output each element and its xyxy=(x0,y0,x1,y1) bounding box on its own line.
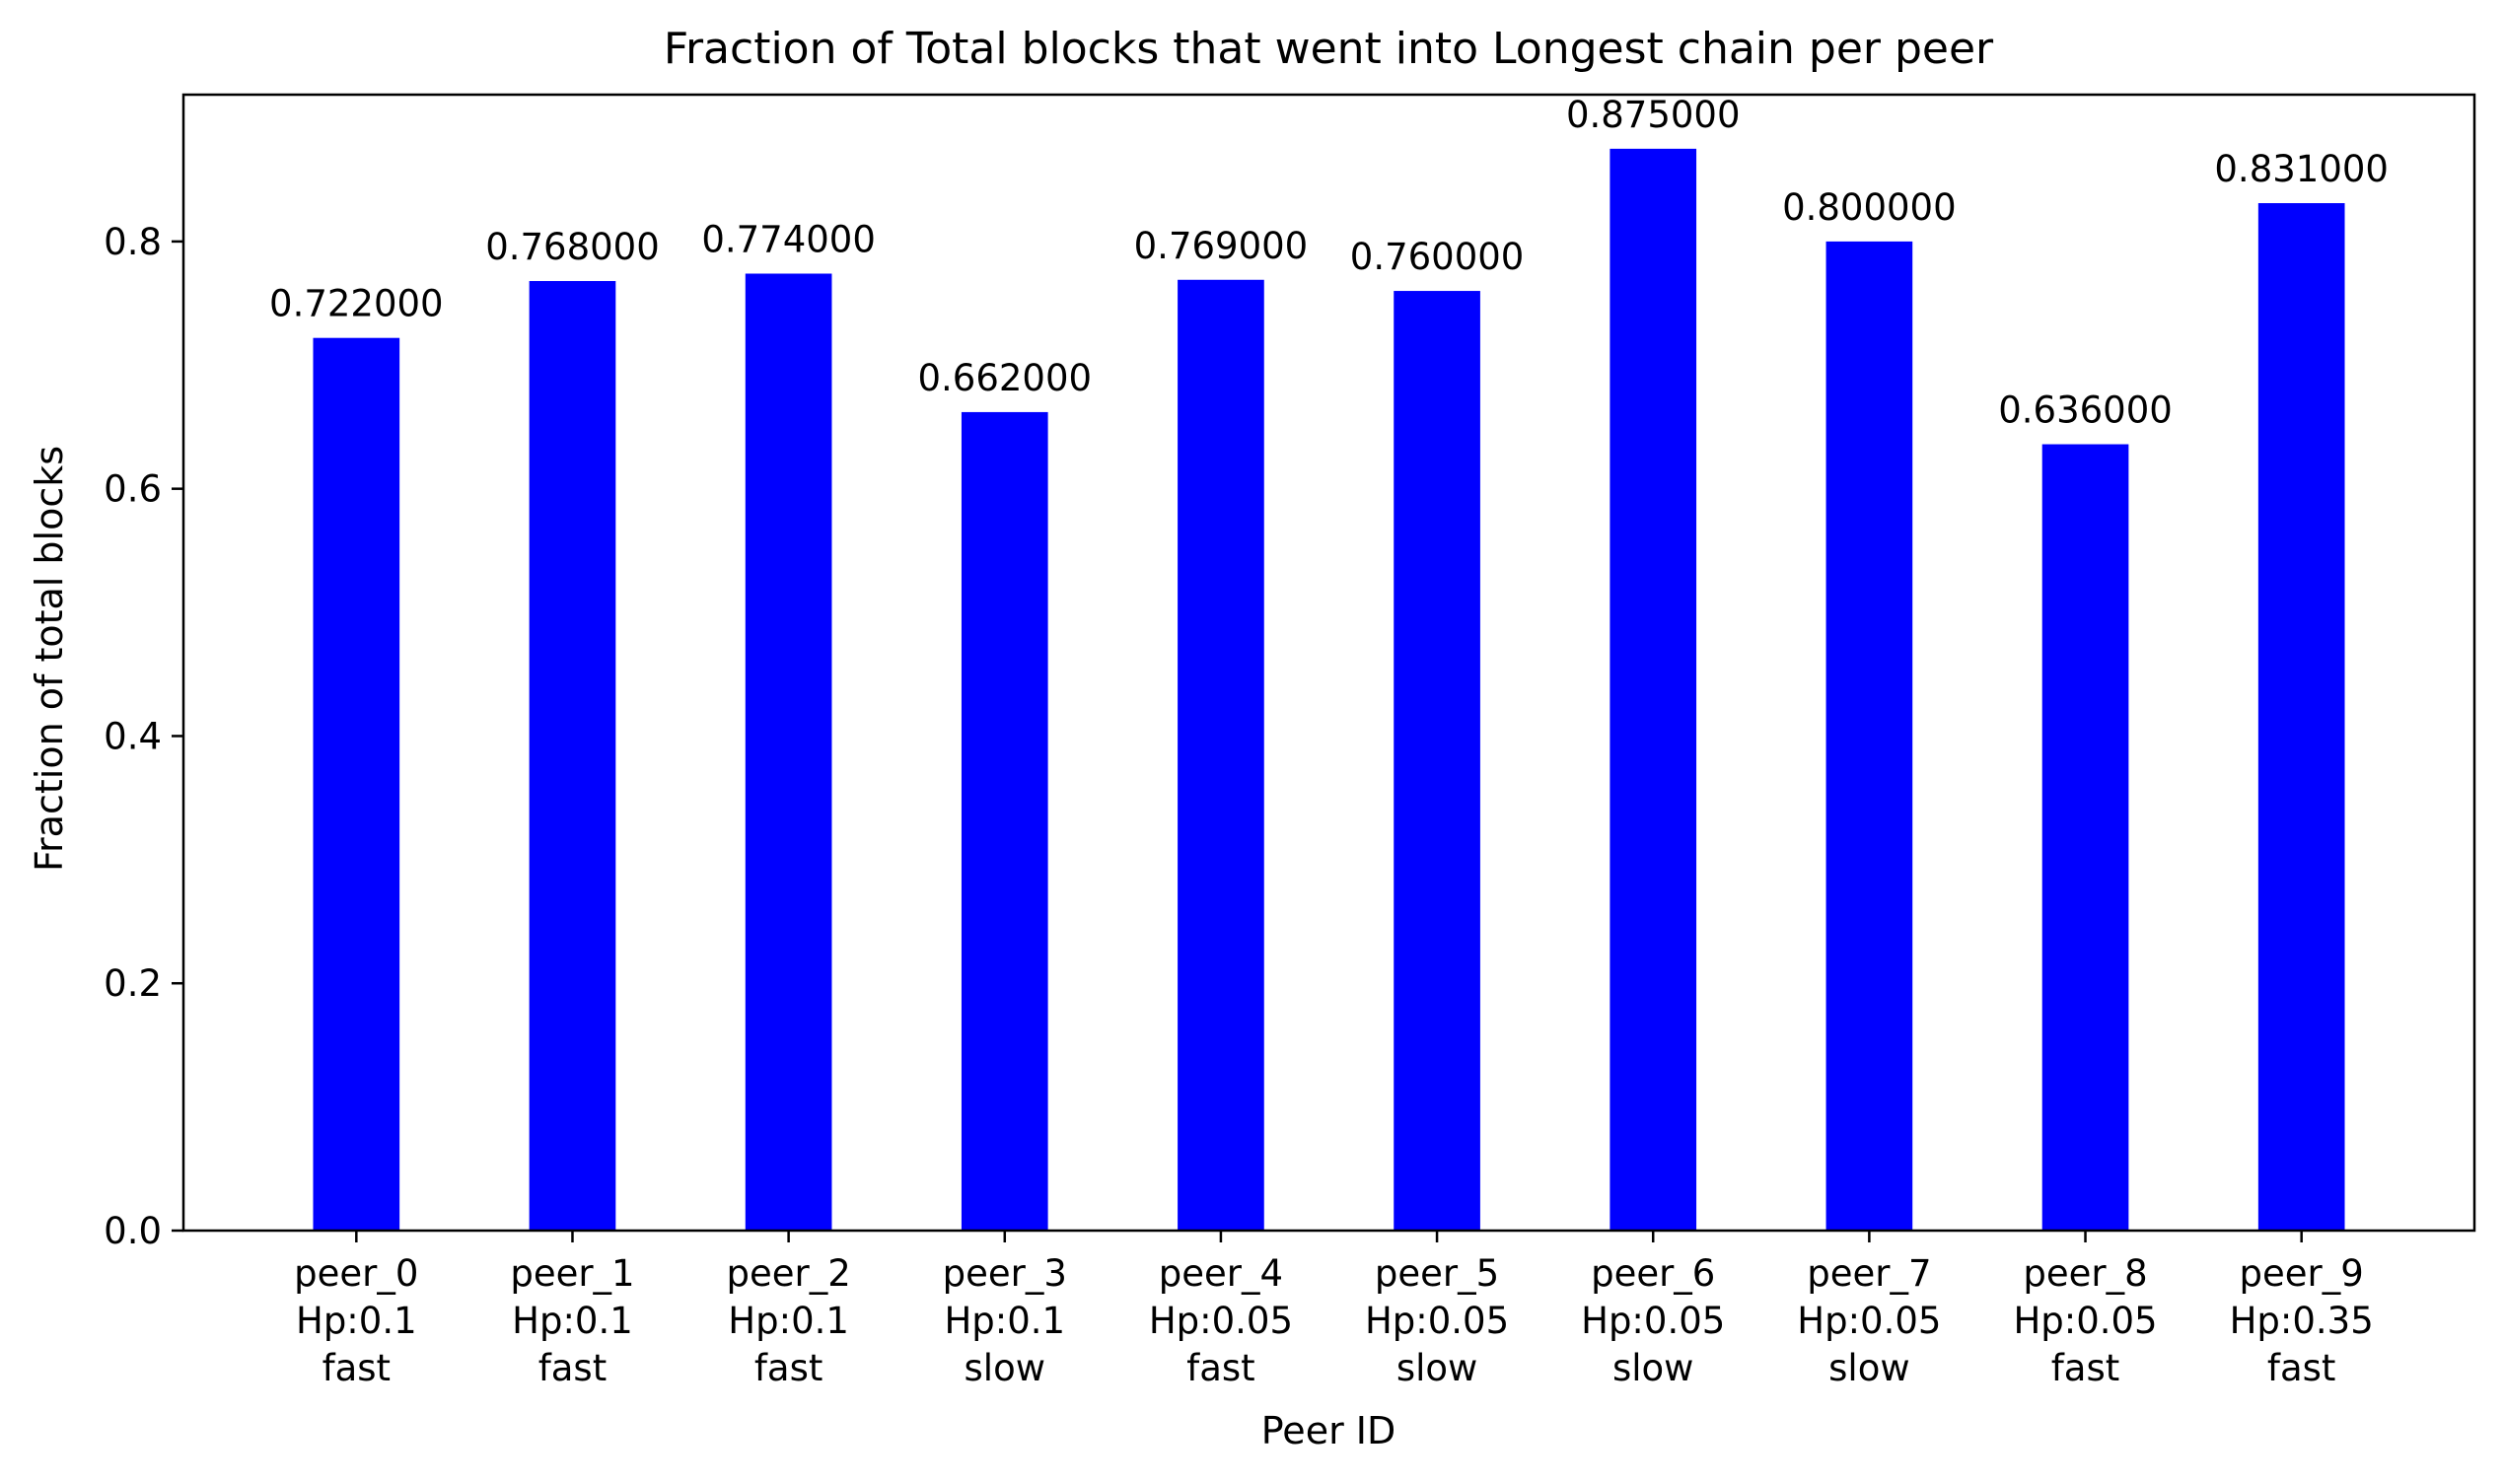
bar-8 xyxy=(2041,444,2129,1231)
x-tick-label-1-2: fast xyxy=(538,1347,607,1389)
x-tick-label-9-1: Hp:0.35 xyxy=(2230,1300,2374,1342)
y-tick-label-4: 0.8 xyxy=(104,221,162,263)
x-tick-label-8-1: Hp:0.05 xyxy=(2013,1300,2157,1342)
bar-4 xyxy=(1178,279,1264,1231)
x-tick-label-9-2: fast xyxy=(2267,1347,2335,1389)
x-tick-label-0-1: Hp:0.1 xyxy=(296,1300,417,1342)
x-tick-label-0-0: peer_0 xyxy=(294,1252,418,1295)
x-tick-label-1-0: peer_1 xyxy=(510,1252,634,1295)
x-tick-label-6-0: peer_6 xyxy=(1591,1252,1715,1295)
y-axis-label: Fraction of total blocks xyxy=(28,446,71,872)
chart-title: Fraction of Total blocks that went into … xyxy=(664,24,1994,74)
x-tick-label-5-2: slow xyxy=(1396,1347,1477,1389)
x-tick-label-3-1: Hp:0.1 xyxy=(944,1300,1065,1342)
data-label-1: 0.768000 xyxy=(485,226,660,268)
x-tick-label-4-2: fast xyxy=(1186,1347,1254,1389)
data-label-2: 0.774000 xyxy=(701,218,876,260)
x-tick-label-6-1: Hp:0.05 xyxy=(1581,1300,1725,1342)
x-tick-label-2-2: fast xyxy=(754,1347,823,1389)
x-tick-label-4-1: Hp:0.05 xyxy=(1149,1300,1293,1342)
x-tick-label-5-0: peer_5 xyxy=(1375,1252,1499,1295)
bar-1 xyxy=(529,281,616,1231)
bar-7 xyxy=(1825,241,1913,1232)
y-tick-label-2: 0.4 xyxy=(104,715,162,757)
x-tick-label-0-2: fast xyxy=(322,1347,391,1389)
data-label-8: 0.636000 xyxy=(1998,389,2173,432)
y-tick-label-1: 0.2 xyxy=(104,962,162,1005)
x-tick-label-9-0: peer_9 xyxy=(2240,1252,2364,1295)
x-tick-label-2-0: peer_2 xyxy=(726,1252,850,1295)
x-tick-label-6-2: slow xyxy=(1612,1347,1693,1389)
chart-marks: 0.722000 0.768000 0.774000 0.662000 0.769000… xyxy=(104,94,2389,1389)
x-tick-label-8-2: fast xyxy=(2051,1347,2119,1389)
x-tick-label-8-0: peer_8 xyxy=(2023,1252,2147,1295)
data-label-3: 0.662000 xyxy=(918,357,1093,399)
data-label-9: 0.831000 xyxy=(2214,148,2389,190)
y-tick-label-3: 0.6 xyxy=(104,468,162,511)
bar-3 xyxy=(961,411,1048,1231)
x-tick-label-1-1: Hp:0.1 xyxy=(512,1300,633,1342)
y-tick-label-0: 0.0 xyxy=(104,1210,162,1252)
plot-frame xyxy=(181,93,2476,1233)
bar-5 xyxy=(1394,291,1480,1231)
data-label-7: 0.800000 xyxy=(1782,186,1957,229)
x-tick-label-3-0: peer_3 xyxy=(943,1252,1067,1295)
x-tick-label-7-1: Hp:0.05 xyxy=(1797,1300,1941,1342)
x-tick-label-3-2: slow xyxy=(965,1347,1045,1389)
bar-9 xyxy=(2257,203,2345,1232)
x-tick-label-5-1: Hp:0.05 xyxy=(1365,1300,1509,1342)
data-label-0: 0.722000 xyxy=(269,283,444,325)
x-tick-label-7-0: peer_7 xyxy=(1807,1252,1931,1295)
data-label-6: 0.875000 xyxy=(1566,94,1741,136)
data-label-4: 0.769000 xyxy=(1134,225,1309,267)
x-tick-label-7-2: slow xyxy=(1828,1347,1909,1389)
x-tick-label-2-1: Hp:0.1 xyxy=(728,1300,849,1342)
bar-6 xyxy=(1610,148,1697,1231)
bar-0 xyxy=(313,337,400,1231)
bar-2 xyxy=(745,273,832,1231)
data-label-5: 0.760000 xyxy=(1350,236,1525,278)
x-tick-label-4-0: peer_4 xyxy=(1159,1252,1283,1295)
x-axis-label: Peer ID xyxy=(1261,1409,1396,1452)
